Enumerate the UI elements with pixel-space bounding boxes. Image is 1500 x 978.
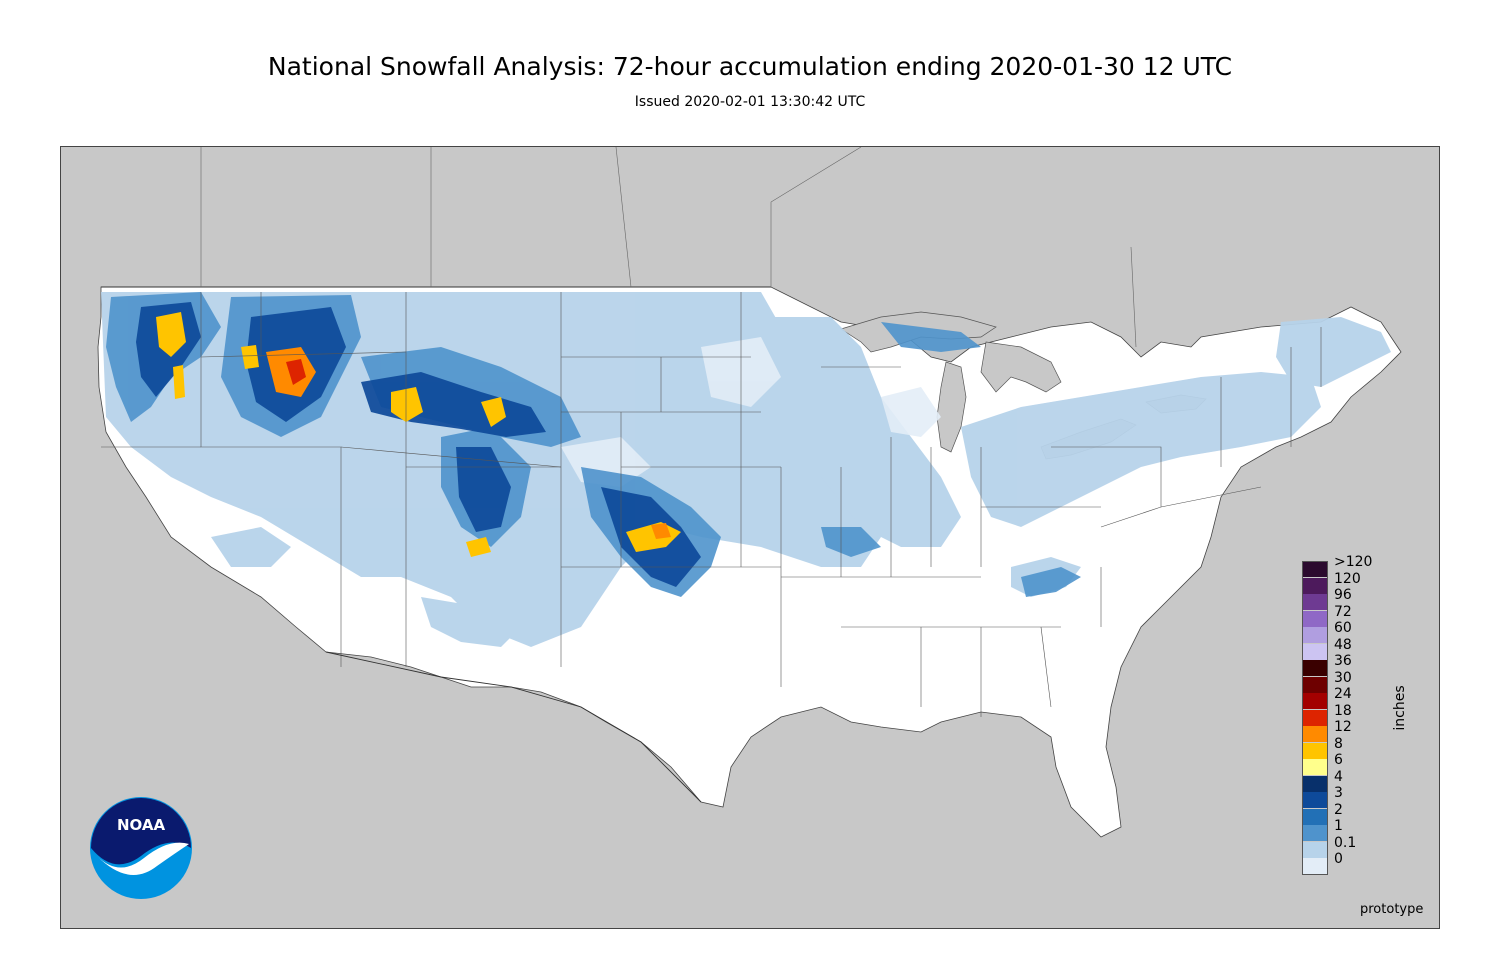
legend-label: 30	[1334, 669, 1352, 686]
legend-swatch	[1302, 726, 1328, 743]
snow-very-heavy	[156, 312, 681, 557]
legend-label: 8	[1334, 735, 1343, 752]
legend-label: >120	[1334, 554, 1373, 570]
legend-swatch	[1302, 660, 1328, 677]
legend-label: 0.1	[1334, 834, 1357, 851]
map-title: National Snowfall Analysis: 72-hour accu…	[267, 52, 1233, 81]
legend-label: 60	[1334, 620, 1352, 636]
legend-label: 48	[1334, 636, 1352, 653]
legend-swatch	[1302, 594, 1328, 611]
legend-swatch	[1302, 627, 1328, 644]
noaa-logo-text: NOAA	[117, 816, 166, 834]
legend-label: 18	[1334, 702, 1352, 719]
legend-swatch	[1302, 808, 1328, 825]
legend-label: 1	[1334, 818, 1343, 834]
legend-label: 72	[1334, 603, 1352, 620]
legend-swatch	[1302, 825, 1328, 842]
noaa-logo: NOAA	[89, 796, 193, 900]
legend-label: 12	[1334, 719, 1352, 735]
legend-swatch	[1302, 792, 1328, 809]
lake-michigan	[936, 361, 967, 453]
legend-swatch	[1302, 577, 1328, 594]
legend-swatch	[1302, 759, 1328, 776]
mexico-border	[325, 651, 702, 803]
legend-swatch	[1302, 643, 1328, 660]
legend-units: inches	[1392, 685, 1408, 731]
legend-label: 4	[1334, 768, 1343, 785]
legend-label: 120	[1334, 570, 1361, 587]
legend-label: 2	[1334, 801, 1343, 818]
legend-label: 96	[1334, 587, 1352, 603]
legend-label: 36	[1334, 653, 1352, 669]
lake-huron	[980, 341, 1062, 393]
prototype-label: prototype	[1360, 902, 1424, 917]
legend-swatch	[1302, 676, 1328, 693]
legend-swatch	[1302, 693, 1328, 710]
legend-swatch	[1302, 775, 1328, 792]
legend-label: 0	[1334, 851, 1343, 867]
state-borders	[101, 286, 1322, 717]
legend-swatch	[1302, 858, 1328, 875]
noaa-logo-graphic: NOAA	[90, 797, 192, 899]
map-canvas	[61, 147, 1439, 928]
legend-label: 6	[1334, 752, 1343, 768]
legend-swatch	[1302, 709, 1328, 726]
legend-swatch	[1302, 610, 1328, 627]
legend-swatch	[1302, 742, 1328, 759]
legend-swatch	[1302, 561, 1328, 578]
legend-label: 24	[1334, 686, 1352, 702]
snowfall-map	[60, 146, 1440, 929]
legend-label: 3	[1334, 785, 1343, 801]
legend-swatch	[1302, 841, 1328, 858]
issued-timestamp: Issued 2020-02-01 13:30:42 UTC	[634, 94, 866, 110]
canada-province-lines	[200, 147, 1137, 348]
